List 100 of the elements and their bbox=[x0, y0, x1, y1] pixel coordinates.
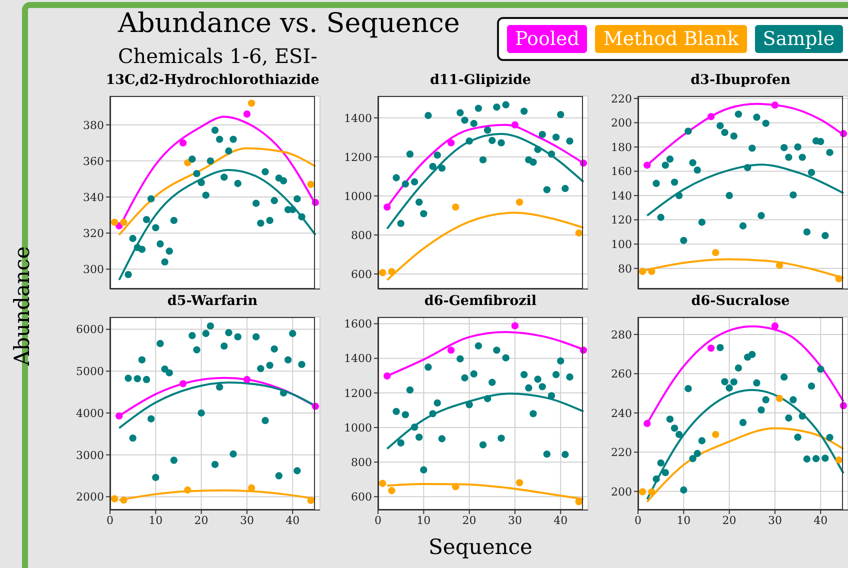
line-series bbox=[386, 392, 584, 450]
point bbox=[257, 365, 264, 372]
point bbox=[280, 389, 288, 397]
text: Chemicals 1-6, ESI- bbox=[118, 44, 318, 68]
x-tick-label: 10 bbox=[676, 514, 691, 527]
point bbox=[225, 147, 232, 155]
point bbox=[415, 434, 423, 441]
point bbox=[188, 156, 196, 163]
x-tick-label: 20 bbox=[722, 514, 736, 527]
point bbox=[493, 104, 500, 111]
point bbox=[817, 138, 824, 146]
point bbox=[402, 411, 409, 418]
chart-title: d6-Sucralose bbox=[690, 293, 791, 309]
point bbox=[808, 168, 816, 176]
point bbox=[753, 114, 760, 121]
point bbox=[110, 218, 118, 226]
x-tick-label: 40 bbox=[554, 514, 568, 527]
y-tick-label: 200 bbox=[611, 485, 632, 498]
point bbox=[230, 136, 237, 143]
point bbox=[566, 137, 574, 145]
point bbox=[562, 450, 569, 458]
point bbox=[216, 136, 224, 143]
point bbox=[803, 228, 811, 236]
y-tick-label: 100 bbox=[611, 238, 632, 251]
point bbox=[206, 322, 214, 330]
line-series bbox=[646, 388, 844, 500]
point bbox=[134, 375, 141, 382]
point bbox=[307, 496, 314, 504]
y-tick-label: 5000 bbox=[76, 365, 104, 378]
text: Pooled bbox=[507, 25, 588, 53]
point bbox=[543, 186, 551, 194]
text: Sample bbox=[754, 25, 843, 53]
point bbox=[694, 166, 701, 174]
y-tick-label: 200 bbox=[611, 116, 632, 130]
point bbox=[193, 346, 200, 354]
point bbox=[675, 430, 683, 438]
point bbox=[758, 406, 765, 414]
point bbox=[298, 360, 306, 368]
point bbox=[716, 344, 724, 352]
point bbox=[142, 376, 150, 384]
point bbox=[694, 450, 701, 458]
point bbox=[530, 410, 537, 418]
point bbox=[211, 460, 219, 468]
point bbox=[762, 396, 770, 404]
point bbox=[771, 102, 779, 109]
y-tick-label: 3000 bbox=[76, 448, 104, 462]
x-tick-label: 30 bbox=[508, 514, 522, 527]
point bbox=[138, 356, 146, 364]
point bbox=[248, 100, 256, 107]
point bbox=[543, 450, 551, 458]
y-tick-label: 1600 bbox=[344, 318, 372, 331]
point bbox=[739, 222, 747, 230]
point bbox=[166, 248, 173, 255]
point bbox=[780, 144, 788, 152]
point bbox=[147, 415, 155, 422]
point bbox=[410, 178, 418, 186]
point bbox=[120, 496, 128, 504]
y-tick-label: 340 bbox=[83, 190, 104, 204]
point bbox=[216, 383, 224, 391]
y-tick-label: 360 bbox=[83, 154, 104, 168]
point bbox=[762, 120, 770, 127]
point bbox=[812, 455, 820, 462]
point bbox=[243, 110, 251, 118]
x-tick-label: 40 bbox=[814, 514, 828, 527]
point bbox=[562, 184, 569, 192]
y-tick-label: 4000 bbox=[76, 406, 104, 420]
point bbox=[110, 495, 118, 502]
point bbox=[420, 210, 428, 218]
point bbox=[817, 366, 824, 373]
point bbox=[575, 229, 582, 237]
point bbox=[744, 164, 752, 172]
point bbox=[294, 467, 301, 474]
point bbox=[447, 346, 455, 354]
point bbox=[780, 373, 788, 381]
point bbox=[776, 394, 784, 402]
point bbox=[525, 384, 532, 392]
point bbox=[712, 248, 720, 256]
point bbox=[252, 333, 260, 340]
y-tick-label: 600 bbox=[351, 490, 372, 504]
point bbox=[116, 412, 123, 420]
point bbox=[803, 455, 811, 463]
point bbox=[275, 472, 283, 480]
point bbox=[124, 374, 132, 382]
point bbox=[234, 333, 242, 340]
point bbox=[734, 110, 742, 118]
point bbox=[557, 357, 564, 365]
point bbox=[644, 162, 651, 169]
point bbox=[466, 137, 473, 145]
point bbox=[424, 364, 432, 371]
y-tick-label: 220 bbox=[611, 92, 632, 106]
point bbox=[378, 480, 386, 487]
point bbox=[202, 330, 210, 338]
point bbox=[785, 154, 792, 161]
chart-title: d11-Glipizide bbox=[428, 72, 532, 88]
y-tick-label: 320 bbox=[83, 226, 104, 240]
point bbox=[798, 154, 806, 161]
point bbox=[675, 192, 683, 200]
point bbox=[470, 120, 478, 128]
point bbox=[234, 180, 242, 188]
point bbox=[479, 156, 487, 164]
